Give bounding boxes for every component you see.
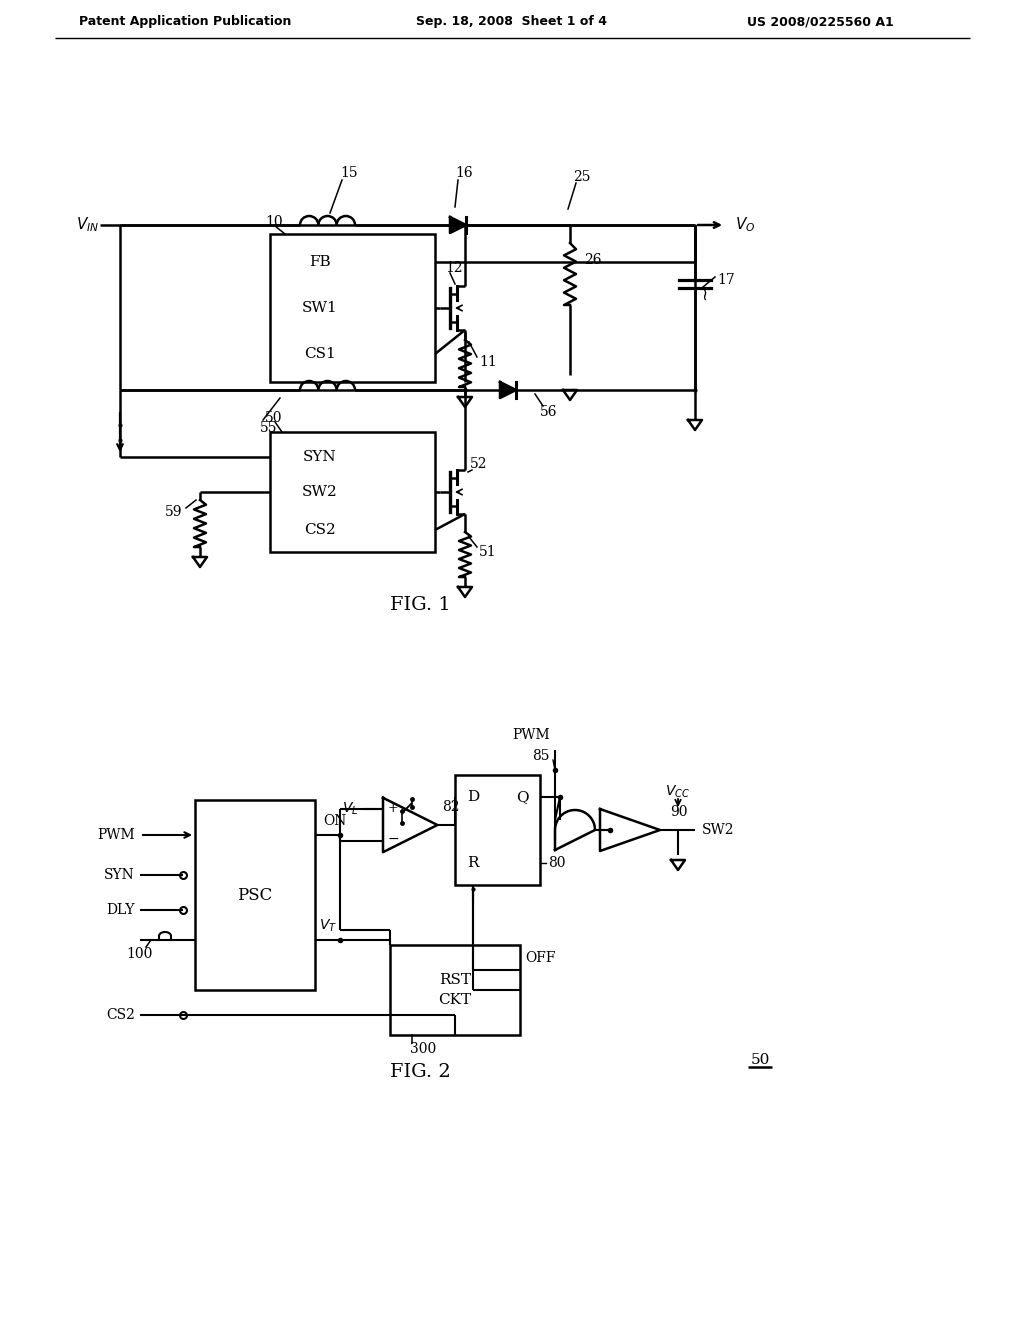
Text: 12: 12 xyxy=(445,261,463,275)
Polygon shape xyxy=(500,381,516,399)
Text: +: + xyxy=(388,803,398,816)
Text: US 2008/0225560 A1: US 2008/0225560 A1 xyxy=(746,16,893,29)
Text: 15: 15 xyxy=(340,166,357,180)
Text: 55: 55 xyxy=(260,421,278,436)
Text: ~: ~ xyxy=(696,286,714,300)
Text: 85: 85 xyxy=(532,748,550,763)
Text: DLY: DLY xyxy=(106,903,135,917)
Text: PWM: PWM xyxy=(97,828,135,842)
Text: FB: FB xyxy=(309,255,331,269)
Text: 100: 100 xyxy=(127,946,154,961)
Text: $V_O$: $V_O$ xyxy=(735,215,755,235)
Text: 25: 25 xyxy=(573,170,591,183)
Text: 16: 16 xyxy=(455,166,473,180)
Bar xyxy=(455,775,540,884)
Text: R: R xyxy=(467,855,479,870)
Bar xyxy=(270,432,435,552)
Text: 300: 300 xyxy=(410,1041,436,1056)
Text: FIG. 1: FIG. 1 xyxy=(389,597,451,614)
Text: SYN: SYN xyxy=(303,450,337,465)
Text: 90: 90 xyxy=(670,805,687,818)
Text: Sep. 18, 2008  Sheet 1 of 4: Sep. 18, 2008 Sheet 1 of 4 xyxy=(417,16,607,29)
Text: 80: 80 xyxy=(548,855,565,870)
Bar xyxy=(195,800,315,990)
Text: 17: 17 xyxy=(717,273,735,286)
Text: FIG. 2: FIG. 2 xyxy=(389,1063,451,1081)
Text: 56: 56 xyxy=(540,405,557,418)
Text: SW2: SW2 xyxy=(702,822,734,837)
Text: SW1: SW1 xyxy=(302,301,338,315)
Text: 59: 59 xyxy=(165,506,182,519)
Text: 50: 50 xyxy=(751,1053,770,1067)
Bar xyxy=(390,945,520,1035)
Text: D: D xyxy=(467,789,479,804)
Text: 82: 82 xyxy=(442,800,460,814)
Text: 50: 50 xyxy=(265,411,283,425)
Text: PSC: PSC xyxy=(238,887,272,903)
Text: CS2: CS2 xyxy=(304,523,336,537)
Text: $V_{IN}$: $V_{IN}$ xyxy=(77,215,99,235)
Text: −: − xyxy=(387,832,398,846)
Text: CS2: CS2 xyxy=(106,1008,135,1022)
Text: Q: Q xyxy=(516,789,528,804)
Polygon shape xyxy=(450,216,466,234)
Text: $V_{CC}$: $V_{CC}$ xyxy=(666,784,690,800)
Text: 10: 10 xyxy=(265,215,283,228)
Text: $V_L$: $V_L$ xyxy=(342,801,358,817)
Text: SW2: SW2 xyxy=(302,484,338,499)
Text: 11: 11 xyxy=(479,355,497,370)
Text: SYN: SYN xyxy=(104,869,135,882)
Text: CS1: CS1 xyxy=(304,347,336,360)
Text: PWM: PWM xyxy=(512,729,550,742)
Text: RST: RST xyxy=(439,973,471,987)
Text: Patent Application Publication: Patent Application Publication xyxy=(79,16,291,29)
Text: $V_T$: $V_T$ xyxy=(319,917,337,935)
Text: 52: 52 xyxy=(470,457,487,471)
Text: 51: 51 xyxy=(479,545,497,558)
Bar xyxy=(270,234,435,381)
Text: CKT: CKT xyxy=(438,993,472,1007)
Text: 26: 26 xyxy=(584,253,601,267)
Text: OFF: OFF xyxy=(525,950,555,965)
Text: ON: ON xyxy=(323,814,346,828)
